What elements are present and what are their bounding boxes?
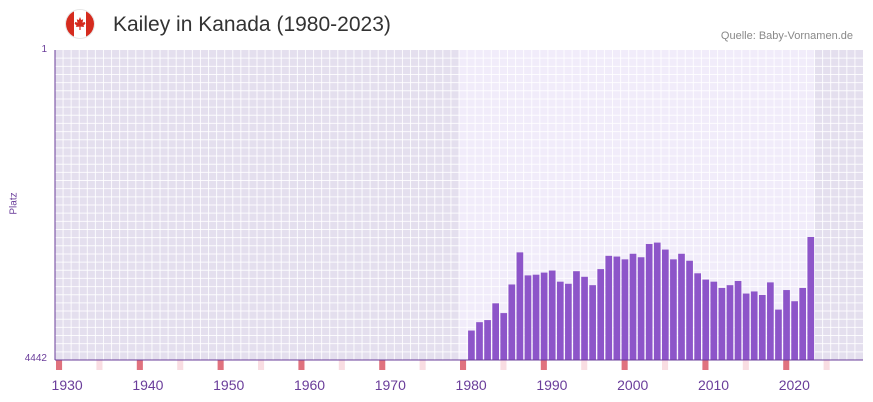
strip-halfdecade-marker xyxy=(177,360,184,370)
y-tick-label-top: 1 xyxy=(41,44,47,55)
bar-1996 xyxy=(597,269,605,360)
bar-1984 xyxy=(500,313,508,360)
strip-decade-marker xyxy=(379,360,386,370)
bar-1986 xyxy=(516,252,524,360)
bar-1997 xyxy=(605,255,613,360)
x-tick-label-1960: 1960 xyxy=(294,377,325,393)
strip-halfdecade-marker xyxy=(662,360,669,370)
x-tick-label-1950: 1950 xyxy=(213,377,244,393)
bar-2006 xyxy=(678,253,685,360)
bar-1988 xyxy=(532,274,540,360)
bar-2004 xyxy=(662,249,669,360)
bar-1992 xyxy=(565,283,572,360)
bar-1987 xyxy=(524,275,532,360)
bar-2008 xyxy=(694,273,701,360)
strip-decade-marker xyxy=(136,360,143,370)
strip-decade-marker xyxy=(56,360,63,370)
x-tick-label-2020: 2020 xyxy=(779,377,810,393)
strip-halfdecade-marker xyxy=(96,360,103,370)
bar-2005 xyxy=(670,259,677,360)
strip-decade-marker xyxy=(540,360,547,370)
bar-1995 xyxy=(589,285,596,360)
bar-2009 xyxy=(702,279,710,360)
bar-2017 xyxy=(767,282,774,360)
bar-2020 xyxy=(791,301,798,360)
strip-decade-marker xyxy=(298,360,305,370)
bar-2003 xyxy=(653,242,661,360)
bar-1993 xyxy=(573,271,580,360)
bar-2013 xyxy=(734,280,742,360)
x-tick-labels: 1930 1940 1950 1960 1970 1980 1990 2000 2010 2020 xyxy=(52,377,811,393)
strip-decade-marker xyxy=(702,360,709,370)
x-tick-label-1980: 1980 xyxy=(456,377,487,393)
bar-1981 xyxy=(476,322,483,360)
bar-2007 xyxy=(686,260,693,360)
x-tick-label-2000: 2000 xyxy=(617,377,648,393)
bar-2012 xyxy=(726,285,734,360)
chart-title: Kailey in Kanada (1980-2023) xyxy=(113,13,391,36)
strip-halfdecade-marker xyxy=(823,360,830,370)
x-tick-label-1930: 1930 xyxy=(52,377,83,393)
bar-2010 xyxy=(710,281,718,360)
bar-2015 xyxy=(750,291,758,360)
bar-1994 xyxy=(581,276,588,360)
bar-1985 xyxy=(508,284,516,360)
strip-halfdecade-marker xyxy=(742,360,749,370)
strip-halfdecade-marker xyxy=(500,360,507,370)
bar-series xyxy=(468,237,815,360)
bar-1983 xyxy=(492,303,499,360)
strip-halfdecade-marker xyxy=(581,360,588,370)
strip-decade-marker xyxy=(783,360,790,370)
bar-2018 xyxy=(775,309,782,360)
axes xyxy=(54,50,863,361)
bar-2001 xyxy=(637,257,645,360)
decade-strip xyxy=(56,360,830,370)
strip-decade-marker xyxy=(217,360,224,370)
bar-2022 xyxy=(807,237,815,360)
strip-halfdecade-marker xyxy=(419,360,426,370)
bar-1990 xyxy=(548,270,556,360)
y-tick-label-bottom: 4442 xyxy=(24,353,47,364)
bar-2021 xyxy=(799,287,807,360)
canada-flag-icon xyxy=(66,10,94,38)
bar-2014 xyxy=(742,293,750,360)
plot-grid xyxy=(55,50,863,360)
bar-1980 xyxy=(468,330,475,360)
bar-2016 xyxy=(758,294,766,360)
source-credit: Quelle: Baby-Vornamen.de xyxy=(720,30,853,42)
x-tick-label-1940: 1940 xyxy=(132,377,163,393)
bar-2011 xyxy=(718,287,726,360)
strip-decade-marker xyxy=(460,360,467,370)
x-tick-label-1990: 1990 xyxy=(536,377,567,393)
bar-1998 xyxy=(613,256,621,360)
bar-2019 xyxy=(783,290,790,360)
bar-1982 xyxy=(484,320,491,360)
bar-1989 xyxy=(540,272,548,360)
bar-2000 xyxy=(629,253,637,360)
bar-1999 xyxy=(621,259,629,360)
strip-halfdecade-marker xyxy=(338,360,345,370)
x-tick-label-2010: 2010 xyxy=(698,377,729,393)
x-tick-label-1970: 1970 xyxy=(375,377,406,393)
strip-halfdecade-marker xyxy=(258,360,265,370)
strip-decade-marker xyxy=(621,360,628,370)
bar-2002 xyxy=(645,243,653,360)
bar-1991 xyxy=(556,281,564,360)
